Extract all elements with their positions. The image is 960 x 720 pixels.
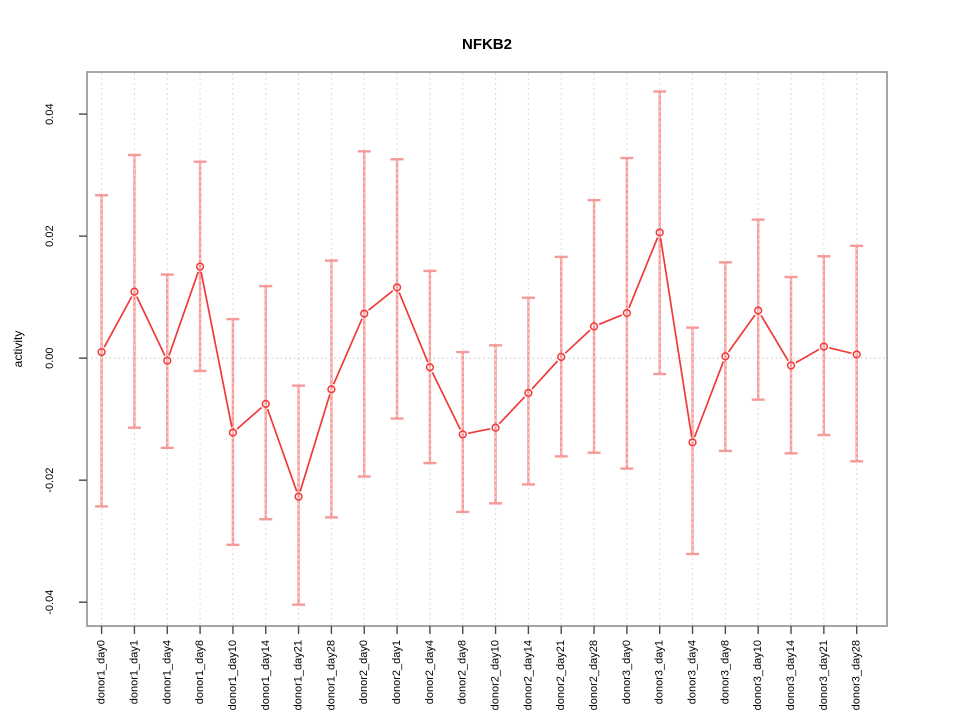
series-segment: [200, 271, 233, 428]
data-point-marker: [163, 356, 172, 365]
data-point-marker: [392, 283, 402, 292]
series-segment: [332, 318, 363, 385]
x-tick-label: donor1_day14: [260, 640, 272, 710]
x-tick-label: donor1_day21: [293, 640, 305, 710]
series-segment: [467, 427, 491, 435]
x-tick-label: donor1_day28: [325, 640, 337, 710]
x-tick-label: donor3_day10: [752, 640, 764, 710]
data-point-marker: [688, 438, 697, 447]
x-tick-label: donor2_day8: [457, 640, 469, 704]
x-tick-label: donor3_day14: [785, 640, 797, 710]
x-tick-label: donor2_day10: [490, 640, 502, 710]
series-segment: [368, 290, 394, 311]
data-point-marker: [425, 363, 435, 372]
x-tick-label: donor1_day8: [194, 640, 206, 704]
grid-lines: [101, 73, 858, 625]
series-segment: [398, 292, 429, 363]
x-tick-label: donor3_day4: [687, 640, 699, 704]
x-tick-label: donor3_day8: [719, 640, 731, 704]
x-tick-label: donor3_day1: [654, 640, 666, 704]
series-segment: [829, 347, 852, 355]
data-point-marker: [524, 388, 533, 398]
series-segment: [693, 361, 725, 438]
x-tick-label: donor2_day14: [522, 640, 534, 710]
data-point-marker: [721, 352, 730, 361]
series-segment: [266, 408, 298, 492]
data-point-marker: [195, 262, 205, 271]
series-segment: [236, 406, 263, 430]
data-point-markers: [97, 228, 861, 501]
y-tick-label: -0.04: [44, 590, 56, 615]
error-bars: [95, 90, 864, 606]
y-tick-label: 0.04: [44, 103, 56, 124]
data-point-marker: [130, 287, 139, 296]
series-segment: [136, 296, 166, 356]
data-point-marker: [655, 228, 664, 237]
series-segment: [760, 314, 789, 362]
data-point-marker: [261, 399, 270, 409]
data-point-marker: [458, 430, 467, 439]
data-point-marker: [557, 352, 566, 362]
x-tick-label: donor2_day4: [424, 640, 436, 704]
data-point-marker: [97, 347, 106, 357]
x-tick-label: donor1_day4: [161, 640, 173, 704]
series-segment: [727, 314, 756, 353]
data-point-marker: [786, 361, 796, 370]
x-tick-label: donor2_day1: [391, 640, 403, 704]
y-axis-label: activity: [11, 331, 25, 368]
series-segment: [598, 314, 623, 326]
data-point-marker: [491, 423, 500, 432]
x-tick-label: donor3_day0: [621, 640, 633, 704]
series-segment: [299, 394, 331, 492]
x-axis-tick-labels: donor1_day0 donor1_day1 donor1_day4 donor1_…: [96, 640, 863, 710]
data-point-marker: [589, 322, 599, 331]
x-tick-label: donor3_day21: [818, 640, 830, 710]
x-tick-label: donor1_day0: [96, 640, 108, 704]
y-tick-label: 0.02: [44, 225, 56, 246]
data-point-marker: [327, 385, 336, 394]
y-tick-label: 0.00: [44, 347, 56, 368]
series-segment: [628, 237, 659, 309]
data-point-marker: [228, 428, 238, 437]
series-segment: [498, 396, 526, 425]
x-tick-label: donor2_day28: [588, 640, 600, 710]
y-tick-label: -0.02: [44, 468, 56, 493]
series-segment: [168, 271, 200, 356]
data-point-marker: [294, 492, 303, 501]
x-tick-label: donor2_day0: [358, 640, 370, 704]
series-segment: [431, 371, 462, 430]
y-axis-ticks: [79, 113, 87, 603]
x-tick-label: donor1_day1: [128, 640, 140, 704]
chart-title: NFKB2: [462, 36, 512, 53]
data-point-marker: [754, 306, 763, 315]
series-segment: [564, 329, 591, 354]
data-point-marker: [622, 308, 632, 318]
plot-border-box: [86, 71, 888, 627]
data-point-marker: [819, 342, 829, 351]
series-segment: [103, 296, 133, 348]
y-axis-tick-labels: -0.04 -0.02 0.00 0.02 0.04: [44, 103, 56, 614]
series-segment: [531, 360, 559, 390]
data-point-marker: [852, 350, 861, 359]
data-point-marker: [360, 309, 369, 318]
series-segment: [659, 237, 693, 438]
x-axis-ticks: [100, 626, 858, 634]
series-line: [103, 237, 852, 492]
x-tick-label: donor3_day28: [851, 640, 863, 710]
x-tick-label: donor1_day10: [227, 640, 239, 710]
series-segment: [795, 348, 820, 364]
x-tick-label: donor2_day21: [555, 640, 567, 710]
